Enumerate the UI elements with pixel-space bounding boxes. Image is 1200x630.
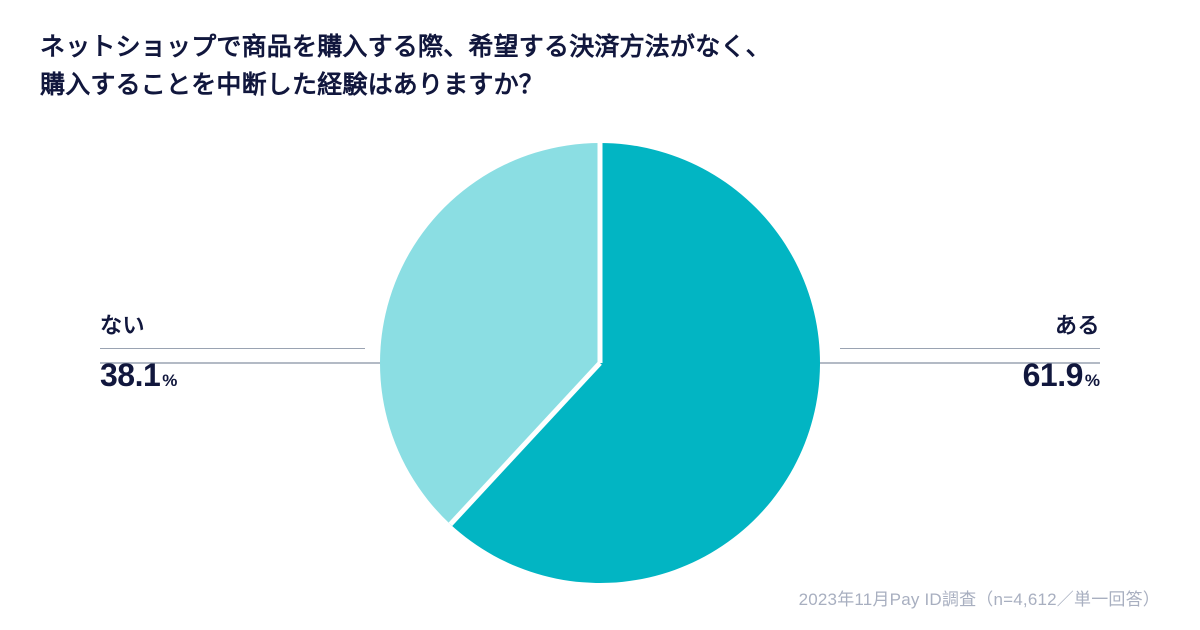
- pie-slice-nai[interactable]: [379, 143, 600, 525]
- callout-nai-number: 38.1: [100, 357, 161, 393]
- callout-aru-unit: %: [1084, 371, 1100, 390]
- pie-separator-lower-left: [448, 361, 602, 527]
- pie-slice-aru[interactable]: [450, 143, 820, 584]
- callout-aru-label: ある: [1054, 313, 1100, 338]
- callout-nai: ない 38.1%: [100, 312, 365, 399]
- callout-aru: ある 61.9%: [840, 312, 1100, 399]
- callout-aru-rule: [840, 348, 1100, 349]
- callout-nai-label: ない: [100, 313, 146, 338]
- page-title: ネットショップで商品を購入する際、希望する決済方法がなく、 購入することを中断し…: [40, 33, 771, 99]
- callout-aru-number: 61.9: [1022, 357, 1084, 393]
- callout-aru-value: 61.9%: [840, 358, 1100, 399]
- survey-source-note: 2023年11月Pay ID調査（n=4,612／単一回答）: [798, 590, 1160, 609]
- callout-nai-value: 38.1%: [100, 358, 365, 399]
- callout-nai-rule: [100, 348, 365, 349]
- callout-nai-unit: %: [162, 371, 178, 390]
